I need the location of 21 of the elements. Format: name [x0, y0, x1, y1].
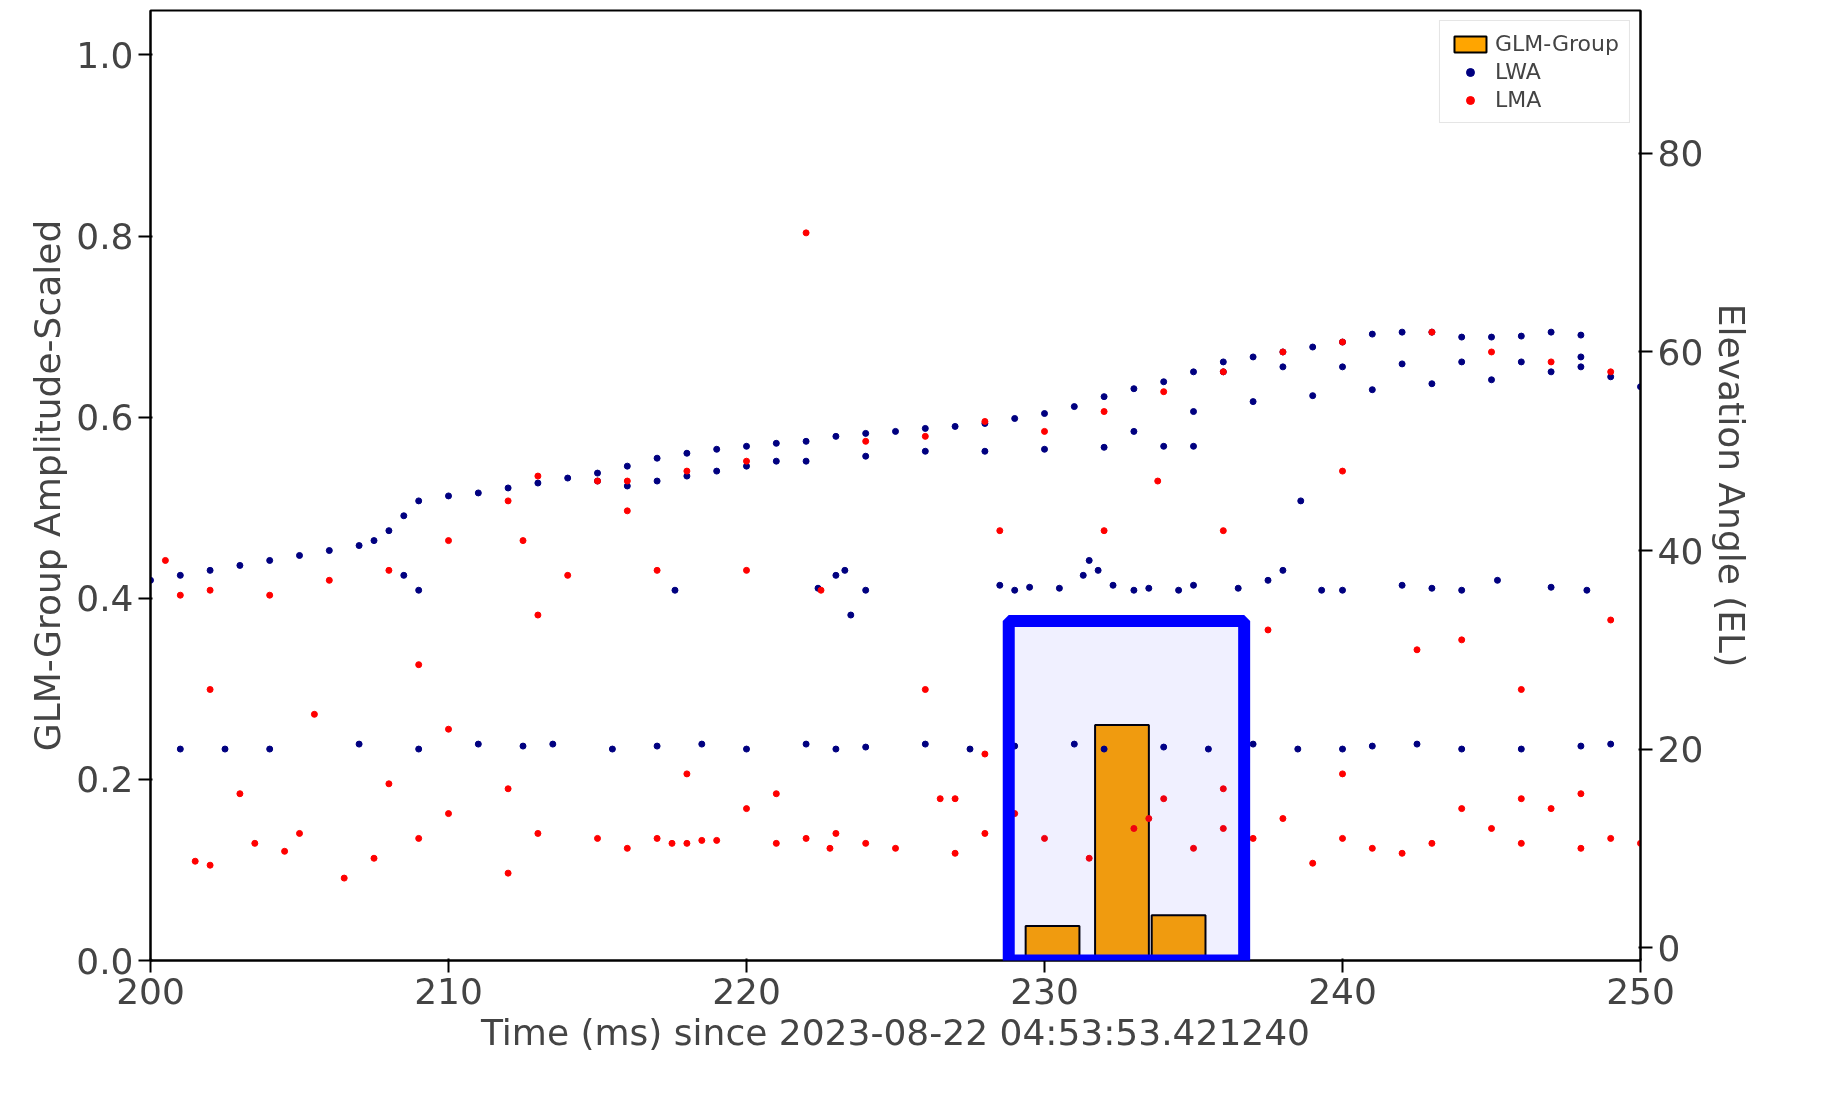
y-tick-label: 0.6 [76, 397, 134, 439]
legend-label: LWA [1494, 59, 1541, 84]
x-tick-label: 250 [1606, 970, 1675, 1012]
legend-label: GLM-Group [1494, 31, 1619, 56]
legend-label: LMA [1494, 87, 1542, 112]
y-tick-label: 0.2 [76, 759, 134, 801]
x-tick-label: 210 [414, 970, 483, 1012]
x-tick-label: 230 [1010, 970, 1079, 1012]
y-axis-title: GLM-Group Amplitude-Scaled [27, 219, 69, 752]
y2-tick-label: 40 [1657, 530, 1704, 572]
y2-axis-title: Elevation Angle (EL) [1711, 303, 1753, 668]
y-tick-label: 0.8 [76, 216, 134, 257]
y-tick-label: 1.0 [76, 34, 134, 76]
x-tick-label: 240 [1308, 970, 1377, 1012]
y2-tick-label: 0 [1657, 927, 1681, 969]
x-tick-label: 220 [712, 970, 781, 1012]
x-axis-title: Time (ms) since 2023-08-22 04:53:53.421240 [479, 1011, 1311, 1053]
y2-tick-label: 80 [1657, 133, 1704, 175]
y2-tick-label: 60 [1657, 331, 1704, 373]
y-tick-label: 0.4 [76, 578, 134, 620]
y2-tick-label: 20 [1657, 729, 1704, 771]
